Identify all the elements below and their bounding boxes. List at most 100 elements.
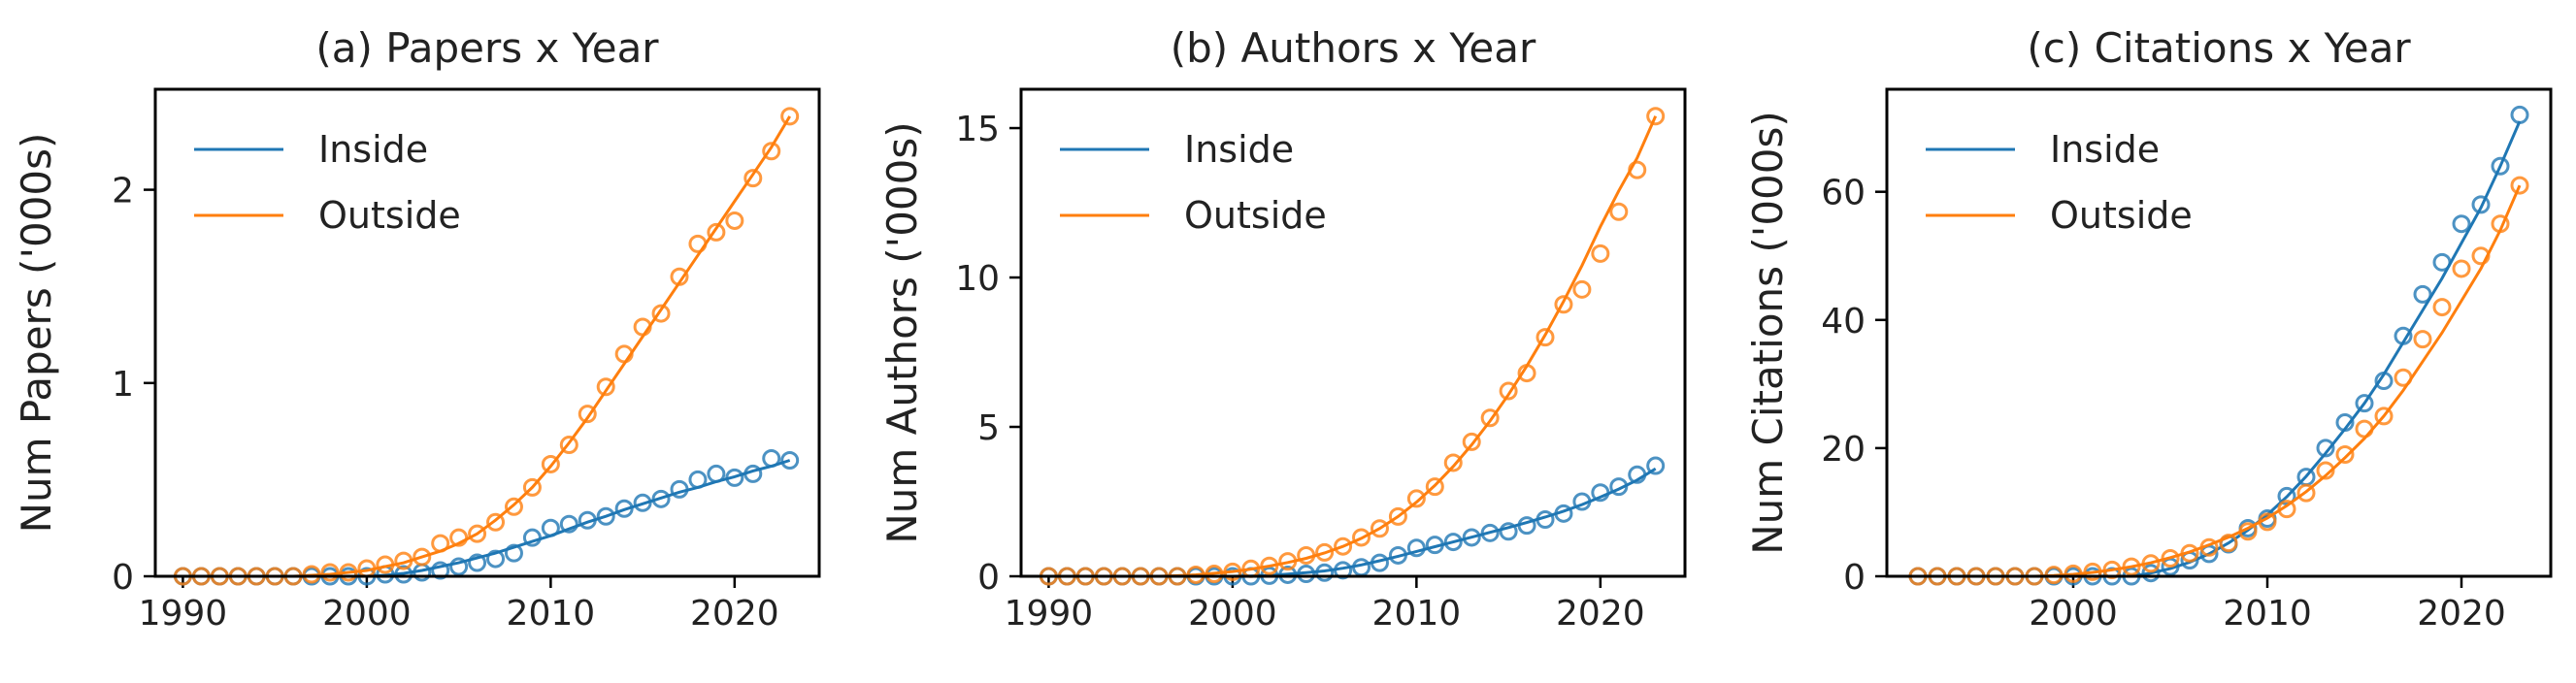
panel-papers: (a) Papers x Year Num Papers ('000s) 1990 2… xyxy=(13,24,821,634)
data-point-inside xyxy=(1628,465,1647,484)
x-tick-label: 2010 xyxy=(1372,594,1462,634)
data-point-inside xyxy=(1425,536,1444,555)
series-line-outside xyxy=(1918,184,2522,578)
data-point-outside xyxy=(541,454,560,473)
legend-label-inside: Inside xyxy=(318,128,428,171)
panel-authors: (b) Authors x Year Num Authors ('000s) 199… xyxy=(878,24,1687,634)
data-point-inside xyxy=(394,565,413,584)
data-point-inside xyxy=(1480,523,1500,542)
data-point-inside xyxy=(1370,553,1389,572)
data-point-outside xyxy=(1406,489,1426,508)
data-point-outside xyxy=(1315,542,1335,562)
y-tick-label: 0 xyxy=(977,558,1000,598)
data-point-inside xyxy=(1297,565,1316,584)
y-tick-label: 5 xyxy=(977,408,1000,448)
y-tick-label: 10 xyxy=(955,259,1000,299)
data-point-outside xyxy=(614,344,634,364)
data-point-outside xyxy=(2491,214,2510,234)
data-point-outside xyxy=(1462,432,1481,451)
data-point-inside xyxy=(1536,509,1555,529)
chart-title: (a) Papers x Year xyxy=(315,24,659,72)
data-point-outside xyxy=(1260,556,1279,575)
data-point-outside xyxy=(670,267,689,286)
data-point-outside xyxy=(449,528,469,547)
data-point-outside xyxy=(468,524,487,543)
data-point-outside xyxy=(1646,107,1666,126)
data-point-outside xyxy=(2296,483,2316,503)
data-point-inside xyxy=(2277,486,2296,505)
data-point-outside xyxy=(1572,279,1592,299)
plot-frame xyxy=(153,87,821,578)
data-point-inside xyxy=(1554,504,1573,523)
data-point-outside xyxy=(2083,562,2102,581)
data-point-outside xyxy=(1334,537,1353,556)
data-point-inside xyxy=(1591,483,1610,503)
data-point-inside xyxy=(1278,565,1298,584)
y-axis-label: Num Citations ('000s) xyxy=(1744,111,1792,555)
data-point-outside xyxy=(2452,259,2471,278)
data-point-outside xyxy=(339,563,358,582)
data-point-inside xyxy=(522,528,542,547)
data-point-inside xyxy=(1315,563,1335,582)
data-point-inside xyxy=(614,499,634,518)
plot-frame xyxy=(1885,87,2553,578)
data-point-inside xyxy=(743,464,763,483)
data-point-inside xyxy=(2432,252,2452,272)
data-point-outside xyxy=(780,107,800,126)
data-point-inside xyxy=(688,470,708,489)
data-point-outside xyxy=(376,555,395,574)
data-point-outside xyxy=(2180,543,2199,563)
x-tick-label: 2020 xyxy=(2417,594,2506,634)
x-tick-label: 2020 xyxy=(690,594,779,634)
data-point-inside xyxy=(725,468,744,487)
chart-title: (c) Citations x Year xyxy=(2027,24,2411,72)
data-point-outside xyxy=(1554,295,1573,314)
data-point-outside xyxy=(1352,528,1371,547)
data-point-outside xyxy=(2374,407,2394,426)
data-point-outside xyxy=(2199,537,2219,557)
x-tick-label: 1990 xyxy=(1005,594,1094,634)
data-point-outside xyxy=(2335,445,2355,464)
data-point-inside xyxy=(1609,477,1629,497)
data-point-outside xyxy=(725,211,744,230)
data-point-outside xyxy=(1223,562,1242,581)
plot-frame xyxy=(1019,87,1687,578)
data-point-outside xyxy=(413,547,432,567)
data-point-inside xyxy=(762,448,781,468)
data-point-outside xyxy=(1370,519,1389,538)
data-point-outside xyxy=(1278,552,1298,571)
data-point-inside xyxy=(431,561,450,580)
data-point-outside xyxy=(2064,564,2083,583)
data-point-inside xyxy=(596,506,615,526)
data-point-outside xyxy=(1297,545,1316,565)
x-tick-label: 2000 xyxy=(1188,594,1277,634)
y-axis-label: Num Authors ('000s) xyxy=(878,121,926,543)
legend-label-outside: Outside xyxy=(318,194,461,237)
data-point-inside xyxy=(2374,372,2394,391)
data-point-outside xyxy=(2141,554,2161,573)
data-point-outside xyxy=(394,551,413,570)
data-point-outside xyxy=(596,377,615,397)
y-tick-label: 20 xyxy=(1821,430,1866,470)
data-point-inside xyxy=(559,514,578,534)
data-point-inside xyxy=(504,543,523,563)
x-tick-label: 2010 xyxy=(2223,594,2312,634)
data-point-inside xyxy=(1334,561,1353,580)
data-point-outside xyxy=(2355,419,2374,439)
data-point-inside xyxy=(1646,456,1666,475)
data-point-outside xyxy=(2432,298,2452,317)
x-tick-label: 2000 xyxy=(2029,594,2118,634)
chart-title: (b) Authors x Year xyxy=(1171,24,1536,72)
data-point-outside xyxy=(1609,202,1629,221)
data-point-outside xyxy=(504,497,523,516)
data-point-outside xyxy=(1628,160,1647,179)
data-point-outside xyxy=(2394,368,2413,387)
data-point-inside xyxy=(1572,492,1592,511)
data-point-outside xyxy=(762,142,781,161)
data-point-outside xyxy=(2238,522,2258,541)
data-point-outside xyxy=(486,512,506,532)
data-point-outside xyxy=(2258,512,2277,532)
data-point-outside xyxy=(1425,477,1444,497)
data-point-inside xyxy=(2394,326,2413,345)
y-tick-label: 2 xyxy=(112,172,134,211)
